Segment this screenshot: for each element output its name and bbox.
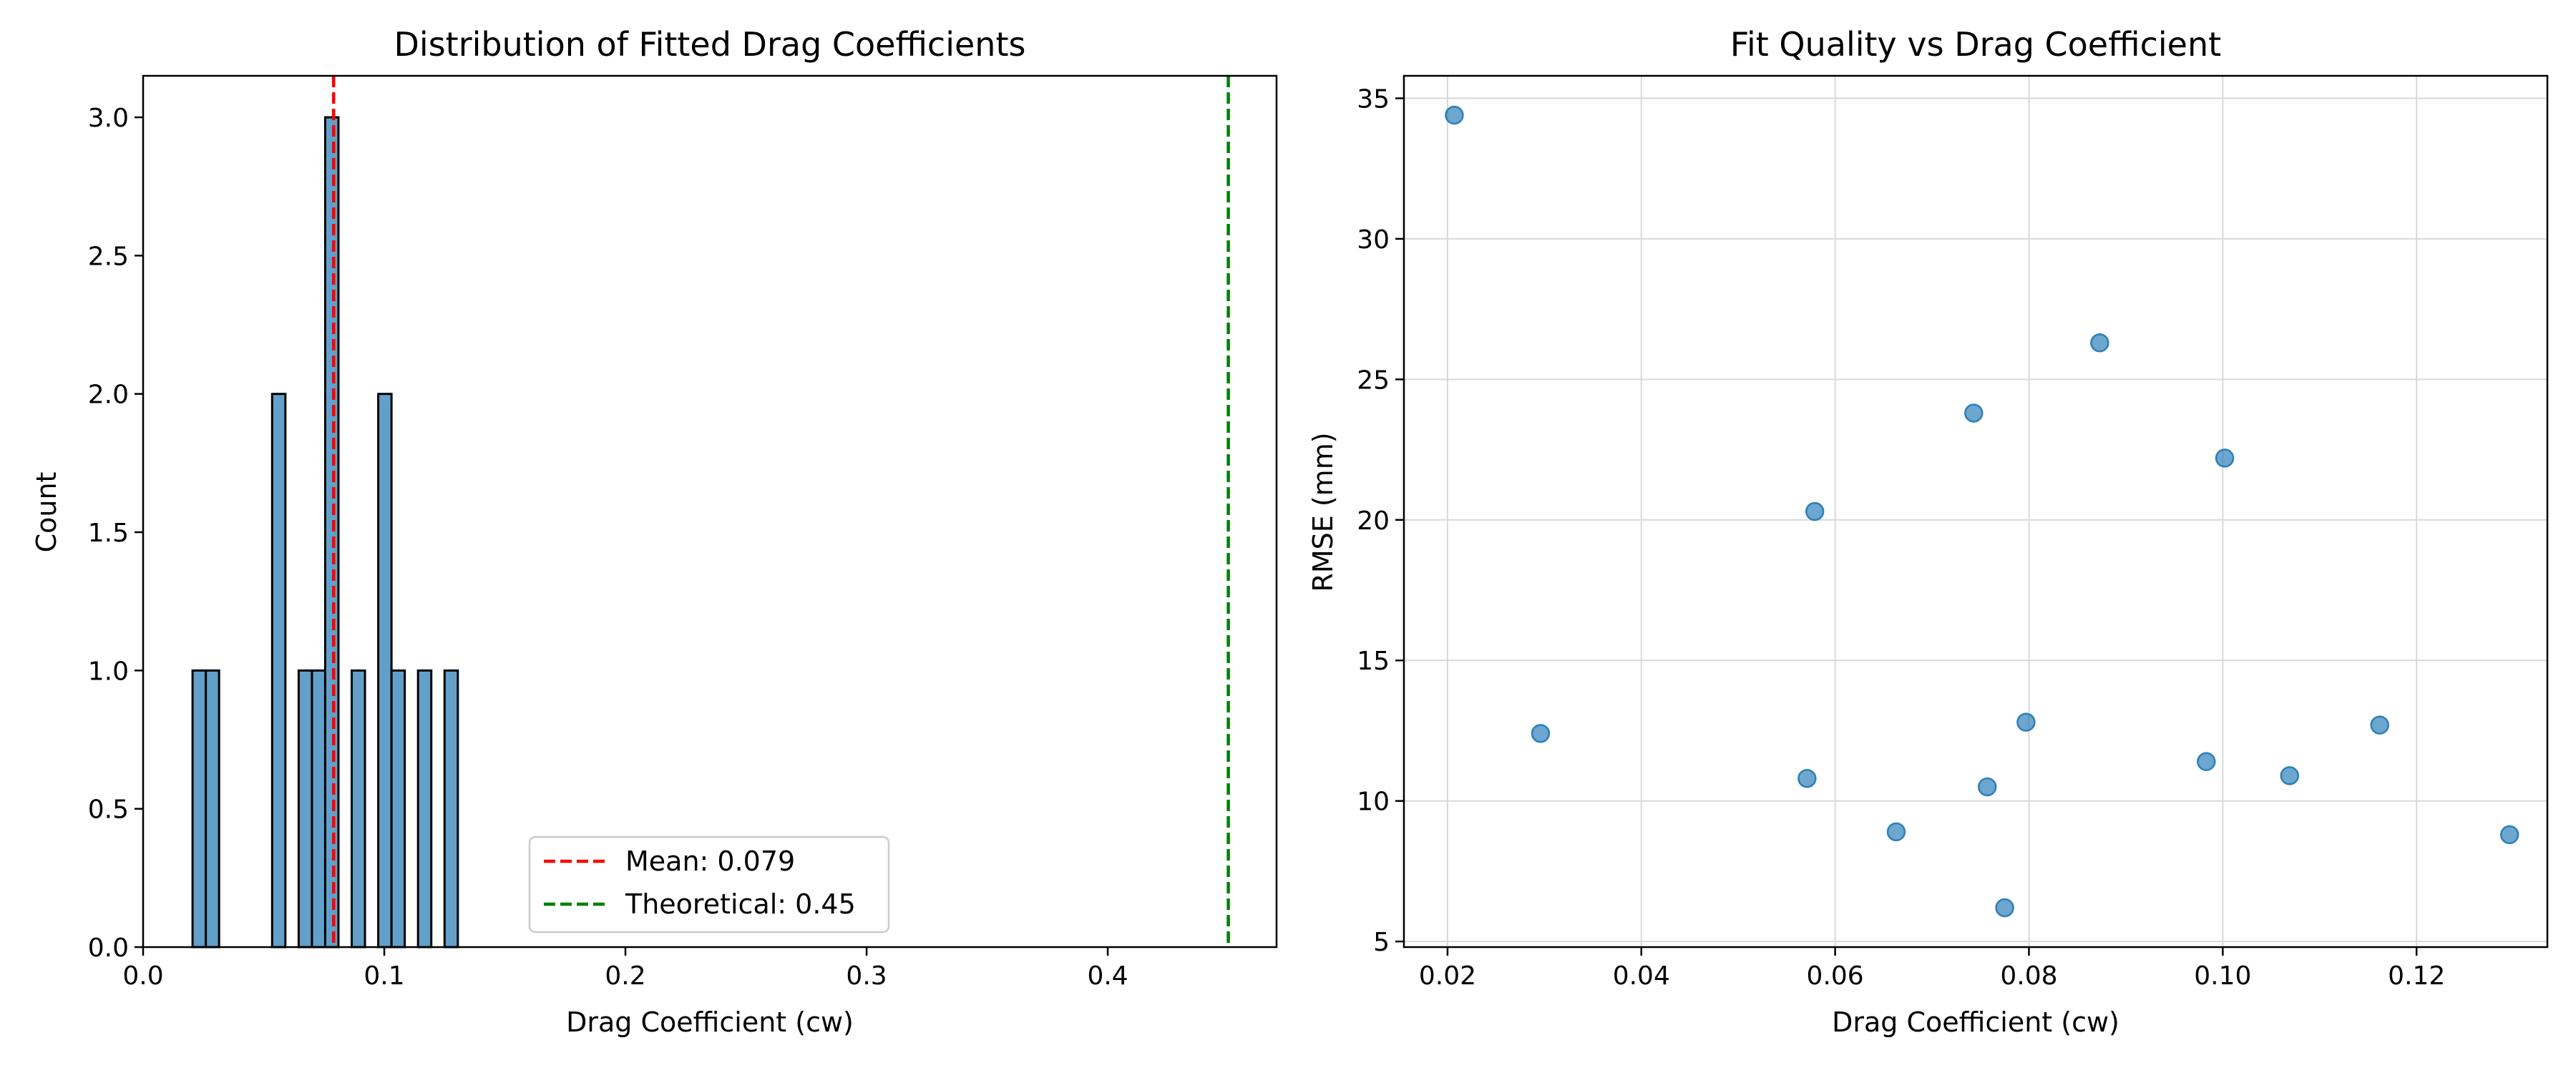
histogram-x-axis-label: Drag Coefficient (cw) [566,1006,854,1038]
histogram-bar [270,393,287,949]
scatter-y-tick-label: 5 [1373,928,1390,957]
legend-frame [528,836,890,934]
scatter-point [1805,501,1825,521]
scatter-x-tick-label: 0.06 [1807,961,1864,991]
legend-theoretical-label: Theoretical: 0.45 [625,888,856,920]
histogram-y-tick-label: 3.0 [88,104,129,133]
histogram-y-tick-label: 1.0 [88,657,129,686]
scatter-axes-frame [1402,74,2549,949]
histogram-y-axis-label: Count [31,472,62,553]
histogram-bar [311,669,326,949]
histogram-x-tick-label: 0.3 [846,961,887,991]
scatter-title: Fit Quality vs Drag Coefficient [1730,25,2221,64]
histogram-bar [191,669,208,949]
scatter-point [1964,403,1984,423]
scatter-point [2370,715,2389,735]
histogram-x-tick-label: 0.1 [364,961,404,991]
scatter-point [1995,898,2014,918]
legend-mean-label: Mean: 0.079 [625,846,795,877]
scatter-y-tick-label: 25 [1357,366,1390,395]
scatter-y-tick-label: 35 [1357,84,1390,114]
scatter-x-tick-label: 0.12 [2388,961,2445,991]
histogram-title: Distribution of Fitted Drag Coefficients [394,25,1026,64]
histogram-bar [297,669,313,949]
scatter-point [1531,724,1551,743]
histogram-legend: Mean: 0.079 Theoretical: 0.45 [528,836,890,934]
scatter-y-tick-label: 15 [1357,647,1390,676]
histogram-y-tick-label: 1.5 [88,519,129,548]
scatter-y-tick-label: 10 [1357,788,1390,817]
histogram-x-tick-label: 0.4 [1087,961,1128,991]
histogram-bar [323,116,340,949]
scatter-point [1886,822,1906,842]
scatter-x-tick-label: 0.04 [1613,961,1670,991]
histogram-plot-area: 0.0 0.1 0.2 0.3 0.4 0.0 0.5 1.0 1.5 2.0 2.5 3.0 [88,74,1278,991]
scatter-point [2215,449,2235,468]
scatter-point [2499,825,2519,845]
scatter-point [2016,712,2036,732]
histogram-y-tick-label: 2.0 [88,381,129,410]
scatter-point [2197,752,2216,771]
histogram-y-tick-label: 0.0 [88,934,129,963]
scatter-y-tick-label: 30 [1357,225,1390,255]
histogram-bar [443,669,459,949]
scatter-x-axis-label: Drag Coefficient (cw) [1832,1006,2119,1038]
scatter-point [2090,333,2109,353]
histogram-bar [351,669,366,949]
scatter-plot-area: 0.02 0.04 0.06 0.08 0.10 0.12 5 10 15 20 25 30 35 [1357,74,2549,991]
scatter-x-tick-label: 0.02 [1419,961,1476,991]
scatter-panel: Fit Quality vs Drag Coefficient 0.02 0.04… [1307,25,2549,1038]
scatter-point [1445,105,1464,125]
scatter-y-tick-label: 20 [1357,506,1390,536]
scatter-point [1797,769,1817,788]
histogram-bar [377,393,393,949]
histogram-x-tick-label: 0.0 [122,961,163,991]
histogram-bar [390,669,406,949]
histogram-axes-frame [142,74,1278,949]
histogram-bar [205,669,220,949]
histogram-panel: Distribution of Fitted Drag Coefficients… [31,25,1278,1038]
histogram-bar [416,669,433,949]
histogram-y-tick-label: 0.5 [88,795,129,825]
scatter-point [1978,777,1997,797]
histogram-y-tick-label: 2.5 [88,242,129,271]
scatter-x-tick-label: 0.08 [2000,961,2057,991]
scatter-point [2280,766,2300,785]
scatter-x-tick-label: 0.10 [2194,961,2251,991]
histogram-x-tick-label: 0.2 [605,961,645,991]
scatter-y-axis-label: RMSE (mm) [1307,432,1339,592]
